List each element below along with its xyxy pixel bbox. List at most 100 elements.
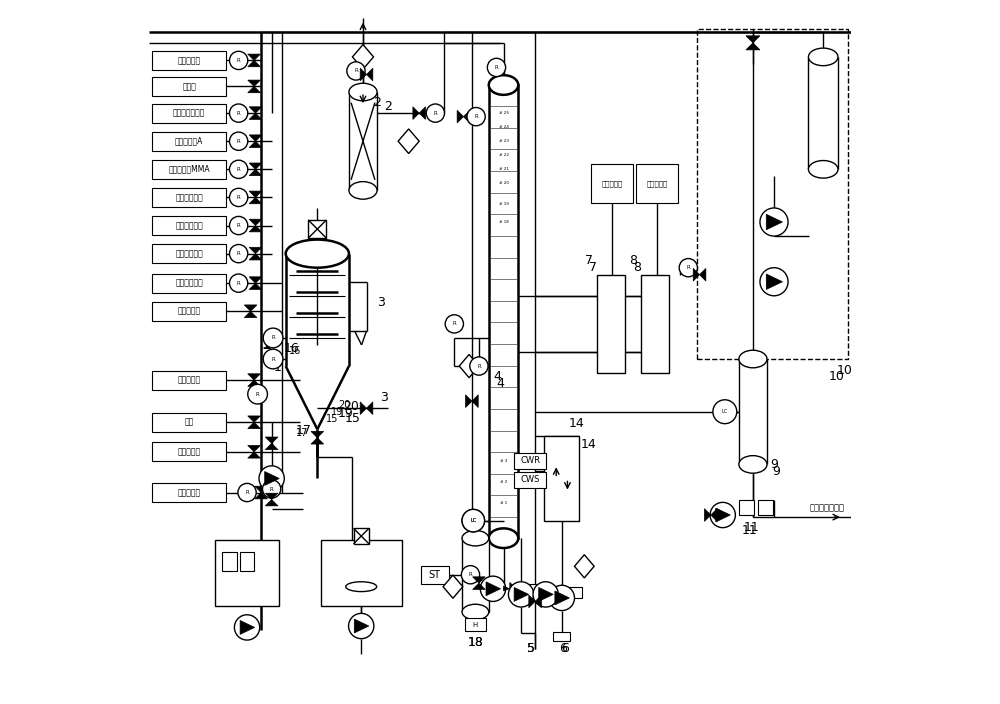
Text: 9: 9 [770, 458, 778, 471]
Polygon shape [766, 214, 782, 230]
Ellipse shape [739, 455, 767, 473]
Circle shape [760, 268, 788, 296]
Bar [354, 529, 369, 543]
Polygon shape [486, 582, 501, 596]
Circle shape [229, 244, 248, 263]
Polygon shape [249, 197, 262, 203]
Text: # 3: # 3 [500, 459, 507, 463]
Text: 7: 7 [585, 254, 593, 267]
Text: 1: 1 [273, 361, 281, 374]
Polygon shape [535, 595, 541, 608]
Circle shape [263, 328, 283, 348]
Polygon shape [240, 620, 255, 634]
Circle shape [229, 161, 248, 178]
Text: 9: 9 [773, 465, 780, 478]
Text: R: R [469, 572, 472, 577]
Text: 10: 10 [828, 370, 844, 382]
Polygon shape [746, 43, 760, 50]
Bar [152, 188, 226, 207]
Polygon shape [413, 107, 419, 120]
Polygon shape [311, 432, 324, 438]
Polygon shape [539, 587, 553, 601]
Text: R: R [477, 363, 481, 369]
Circle shape [263, 349, 283, 369]
Bar [514, 453, 546, 469]
Text: 疏放水: 疏放水 [182, 82, 196, 91]
Ellipse shape [462, 530, 489, 546]
Polygon shape [529, 595, 535, 608]
Bar [636, 164, 678, 203]
Polygon shape [255, 493, 267, 499]
Polygon shape [249, 277, 262, 283]
Text: 20: 20 [338, 400, 351, 410]
Bar [514, 472, 546, 488]
Polygon shape [248, 446, 260, 452]
Circle shape [229, 51, 248, 70]
Circle shape [508, 582, 534, 607]
Text: LC: LC [470, 518, 476, 523]
Text: 聚合单体进料罐: 聚合单体进料罐 [173, 108, 205, 118]
Polygon shape [249, 247, 262, 253]
Circle shape [470, 357, 488, 375]
Text: 6: 6 [581, 561, 587, 572]
Text: R: R [237, 223, 241, 228]
Text: R: R [237, 281, 241, 286]
Bar [553, 631, 570, 641]
Bar [152, 274, 226, 293]
Polygon shape [473, 577, 485, 583]
Polygon shape [746, 36, 760, 43]
Polygon shape [249, 191, 262, 197]
Text: R: R [452, 322, 456, 327]
Bar [152, 483, 226, 502]
Circle shape [760, 208, 788, 236]
Text: 硫酸氢胺溶液: 硫酸氢胺溶液 [175, 249, 203, 258]
Polygon shape [265, 437, 278, 444]
Circle shape [229, 274, 248, 292]
Circle shape [462, 510, 485, 532]
Polygon shape [398, 129, 419, 153]
Polygon shape [693, 268, 700, 281]
Text: # 24: # 24 [499, 125, 508, 129]
Polygon shape [249, 253, 262, 260]
Text: # 21: # 21 [499, 168, 508, 171]
Circle shape [238, 484, 256, 502]
Bar [697, 29, 848, 359]
Text: 7: 7 [589, 261, 597, 274]
Polygon shape [248, 61, 260, 67]
Text: ST: ST [429, 570, 441, 579]
Bar [152, 132, 226, 151]
Text: 4: 4 [493, 370, 501, 383]
Ellipse shape [489, 75, 518, 95]
Polygon shape [716, 508, 730, 522]
Polygon shape [354, 619, 369, 633]
Ellipse shape [808, 161, 838, 178]
Text: 1: 1 [466, 361, 472, 371]
Text: 聚合终止剂: 聚合终止剂 [178, 488, 201, 497]
Text: R: R [256, 391, 259, 396]
Bar [462, 538, 489, 612]
Text: # 18: # 18 [499, 220, 508, 224]
Text: # 25: # 25 [499, 111, 509, 115]
Circle shape [710, 503, 735, 528]
Polygon shape [248, 422, 260, 429]
Text: 硫酸亚铁溶液: 硫酸亚铁溶液 [175, 279, 203, 288]
Text: 丙烯酸甲酯MMA: 丙烯酸甲酯MMA [168, 165, 210, 174]
Polygon shape [704, 509, 711, 522]
Text: 15: 15 [326, 414, 338, 424]
Text: R: R [245, 490, 249, 495]
Circle shape [467, 108, 485, 126]
Bar [591, 164, 633, 203]
Text: 15: 15 [345, 413, 360, 425]
Circle shape [349, 613, 374, 639]
Text: 3: 3 [380, 391, 388, 404]
Circle shape [229, 188, 248, 206]
Text: 3: 3 [406, 136, 412, 146]
Polygon shape [504, 586, 509, 591]
Text: R: R [271, 335, 275, 341]
Polygon shape [766, 274, 782, 289]
Text: # 22: # 22 [499, 153, 509, 157]
Polygon shape [265, 444, 278, 450]
Text: # 2: # 2 [500, 480, 507, 484]
Text: 去丝束牵伸单元: 去丝束牵伸单元 [809, 503, 844, 513]
Text: 11: 11 [742, 524, 757, 537]
